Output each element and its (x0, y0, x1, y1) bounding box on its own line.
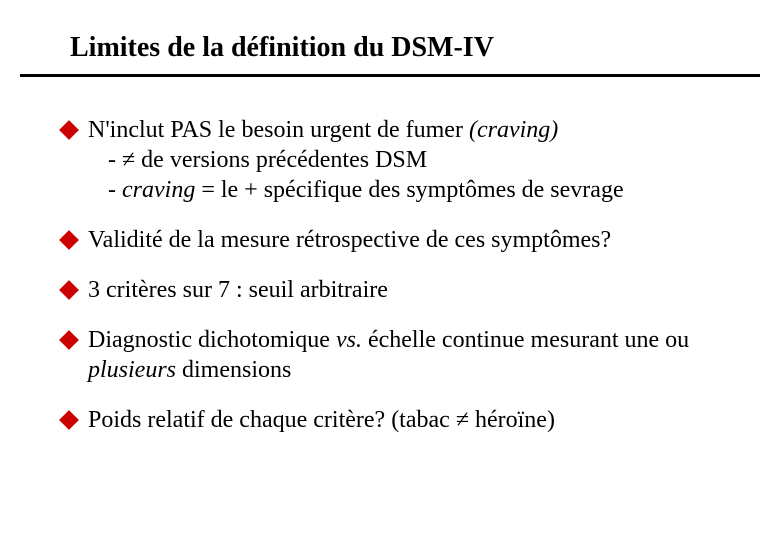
not-equal-icon: ≠ (122, 147, 135, 173)
diamond-bullet-icon (59, 280, 79, 300)
not-equal-icon: ≠ (456, 407, 469, 433)
bullet-3-text: 3 critères sur 7 : seuil arbitraire (88, 277, 388, 303)
diamond-bullet-icon (59, 410, 79, 430)
diamond-bullet-icon (59, 330, 79, 350)
slide-title: Limites de la définition du DSM-IV (70, 32, 760, 64)
bullet-1-text-a: N'inclut PAS le besoin urgent de fumer (88, 117, 469, 143)
bullet-4-text-c: échelle continue mesurant une ou (362, 327, 689, 353)
bullet-2-text: Validité de la mesure rétrospective de c… (88, 227, 611, 253)
title-area: Limites de la définition du DSM-IV (20, 32, 760, 74)
bullet-3: 3 critères sur 7 : seuil arbitraire (62, 275, 740, 305)
bullet-1-sub2: - craving = le + spécifique des symptôme… (88, 175, 740, 205)
bullet-4-text-e: dimensions (176, 357, 291, 383)
bullet-2: Validité de la mesure rétrospective de c… (62, 225, 740, 255)
bullet-list: N'inclut PAS le besoin urgent de fumer (… (20, 115, 760, 435)
title-underline (20, 74, 760, 77)
bullet-1-text-b: (craving) (469, 117, 558, 143)
bullet-4-text-a: Diagnostic dichotomique (88, 327, 336, 353)
bullet-1-sub1: - ≠ de versions précédentes DSM (88, 145, 740, 175)
bullet-4-text-d: plusieurs (88, 357, 176, 383)
diamond-bullet-icon (59, 230, 79, 250)
bullet-5-text-a: Poids relatif de chaque critère? (tabac (88, 407, 456, 433)
bullet-1: N'inclut PAS le besoin urgent de fumer (… (62, 115, 740, 205)
diamond-bullet-icon (59, 120, 79, 140)
bullet-4: Diagnostic dichotomique vs. échelle cont… (62, 325, 740, 385)
bullet-5: Poids relatif de chaque critère? (tabac … (62, 405, 740, 435)
bullet-4-text-b: vs. (336, 327, 362, 353)
bullet-5-text-b: héroïne) (469, 407, 555, 433)
